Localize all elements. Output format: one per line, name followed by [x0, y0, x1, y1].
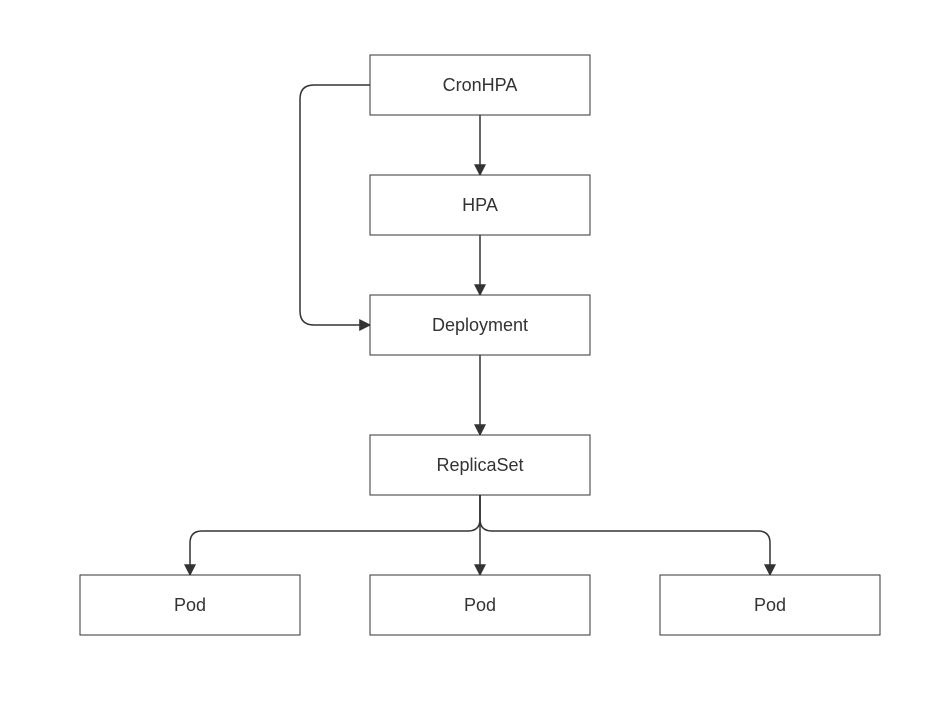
node-cronhpa-label: CronHPA: [443, 75, 518, 95]
node-replicaset-label: ReplicaSet: [436, 455, 523, 475]
node-hpa-label: HPA: [462, 195, 498, 215]
edge-replicaset-to-pod3: [480, 495, 770, 575]
node-pod1: Pod: [80, 575, 300, 635]
node-replicaset: ReplicaSet: [370, 435, 590, 495]
edge-replicaset-to-pod1: [190, 495, 480, 575]
node-deployment: Deployment: [370, 295, 590, 355]
node-pod3: Pod: [660, 575, 880, 635]
edge-cronhpa-to-deployment: [300, 85, 370, 325]
node-pod3-label: Pod: [754, 595, 786, 615]
node-hpa: HPA: [370, 175, 590, 235]
flowchart-canvas: CronHPA HPA Deployment ReplicaSet Pod Pod Pod: [0, 0, 952, 708]
node-pod2: Pod: [370, 575, 590, 635]
node-pod2-label: Pod: [464, 595, 496, 615]
node-cronhpa: CronHPA: [370, 55, 590, 115]
node-deployment-label: Deployment: [432, 315, 528, 335]
node-pod1-label: Pod: [174, 595, 206, 615]
